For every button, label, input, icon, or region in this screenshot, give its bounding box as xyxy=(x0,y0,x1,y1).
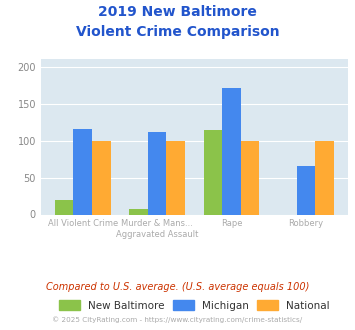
Text: © 2025 CityRating.com - https://www.cityrating.com/crime-statistics/: © 2025 CityRating.com - https://www.city… xyxy=(53,317,302,323)
Legend: New Baltimore, Michigan, National: New Baltimore, Michigan, National xyxy=(59,300,330,311)
Bar xyxy=(55,200,73,214)
Bar xyxy=(315,141,334,214)
Bar xyxy=(204,130,222,214)
Bar xyxy=(241,141,260,214)
Bar xyxy=(297,167,315,214)
Bar xyxy=(166,141,185,214)
Bar xyxy=(129,209,148,214)
Text: Compared to U.S. average. (U.S. average equals 100): Compared to U.S. average. (U.S. average … xyxy=(46,282,309,292)
Text: 2019 New Baltimore: 2019 New Baltimore xyxy=(98,5,257,19)
Bar xyxy=(222,88,241,214)
Bar xyxy=(73,129,92,214)
Bar xyxy=(92,141,111,214)
Bar xyxy=(148,132,166,214)
Text: Violent Crime Comparison: Violent Crime Comparison xyxy=(76,25,279,39)
